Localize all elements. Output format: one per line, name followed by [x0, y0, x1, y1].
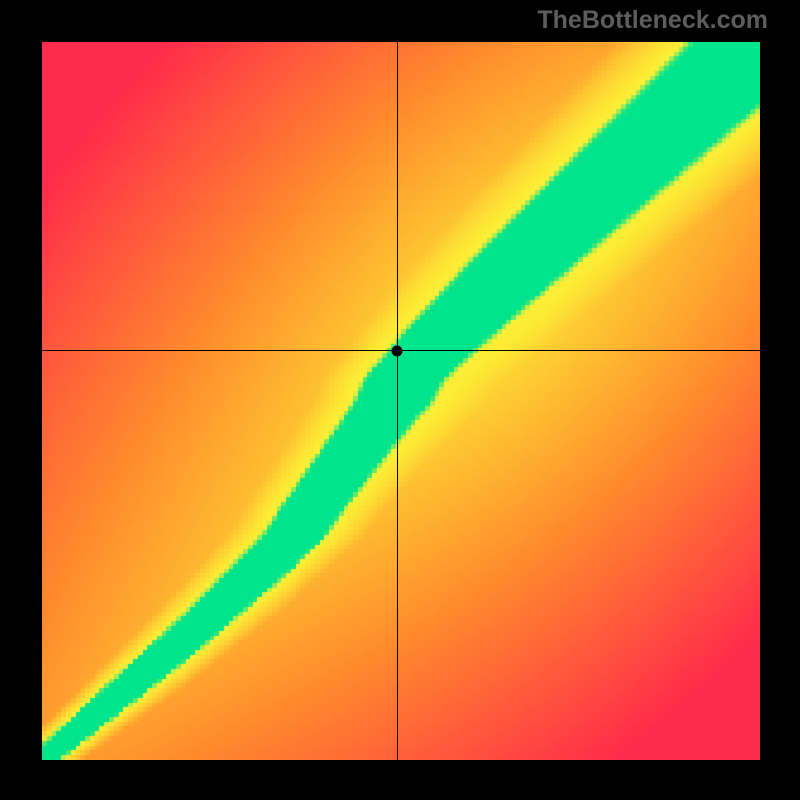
heatmap-canvas	[42, 42, 760, 760]
crosshair-vertical	[397, 42, 398, 760]
chart-container: { "watermark": { "text": "TheBottleneck.…	[0, 0, 800, 800]
watermark-text: TheBottleneck.com	[537, 6, 768, 35]
marker-dot	[392, 345, 403, 356]
heatmap-plot	[42, 42, 760, 760]
